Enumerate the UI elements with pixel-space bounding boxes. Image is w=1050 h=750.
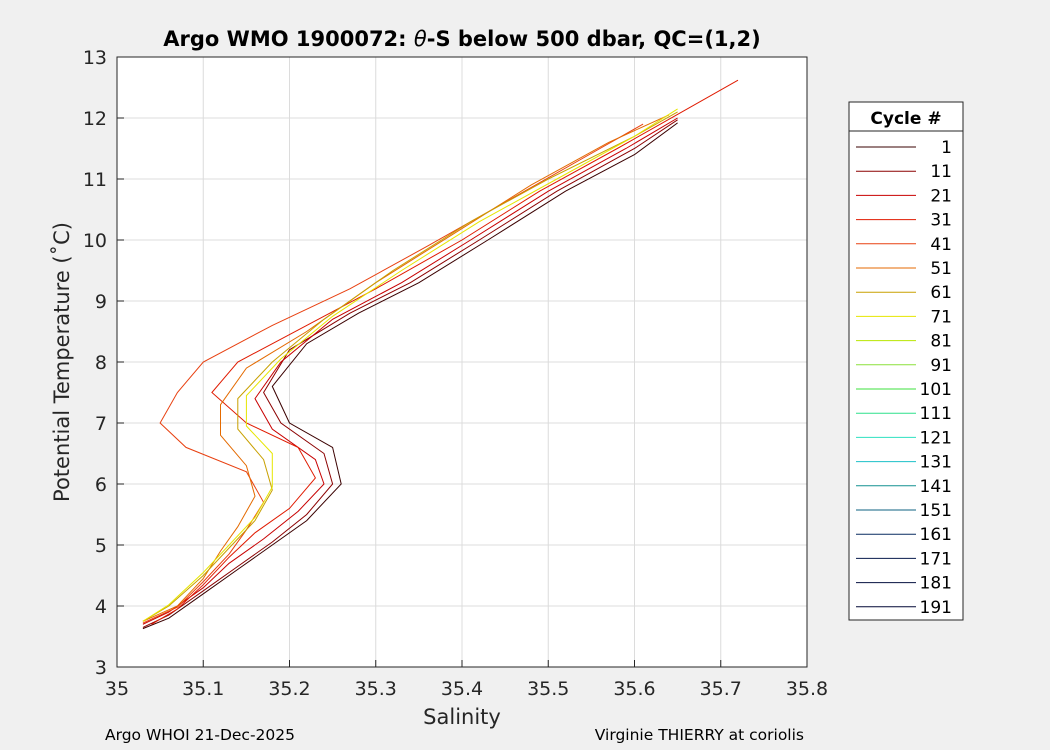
y-tick-label: 4 [95,596,107,618]
legend-label: 101 [920,380,952,400]
y-tick-label: 7 [95,413,107,435]
legend-label: 91 [930,356,952,376]
chart-title: Argo WMO 1900072: θ-S below 500 dbar, QC… [163,27,760,51]
x-tick-label: 35.7 [700,678,742,700]
series-line [142,123,644,624]
x-axis-label: Salinity [423,705,501,729]
series-line [142,108,678,622]
y-tick-label: 8 [95,352,107,374]
legend-label: 11 [930,162,952,182]
y-tick-label: 10 [83,230,107,252]
y-tick-label: 11 [83,169,107,191]
data-series [142,79,739,630]
y-tick-label: 6 [95,474,107,496]
legend-title: Cycle # [870,109,941,129]
x-tick-label: 35 [105,678,129,700]
x-tick-label: 35.2 [268,678,310,700]
x-tick-label: 35.4 [441,678,483,700]
x-tick-label: 35.5 [527,678,569,700]
x-tick-labels: 35 35.1 35.2 35.3 35.4 35.5 35.6 35.7 35.8 [105,660,828,700]
legend-label: 131 [920,453,952,473]
series-line [142,111,678,622]
series-line [142,122,678,630]
y-tick-label: 5 [95,535,107,557]
legend-label: 41 [930,235,952,255]
footer-left-text: Argo WHOI 21-Dec-2025 [105,726,295,744]
x-tick-label: 35.8 [786,678,828,700]
y-tick-label: 12 [83,108,107,130]
x-tick-label: 35.6 [613,678,655,700]
footer-right-text: Virginie THIERRY at coriolis [595,726,804,744]
series-line [142,119,678,628]
legend-label: 71 [930,307,952,327]
y-tick-label: 13 [83,47,107,69]
legend-label: 191 [920,598,952,618]
legend-label: 171 [920,549,952,569]
y-axis-label: Potential Temperature (˚C) [50,222,74,502]
x-tick-label: 35.3 [355,678,397,700]
y-tick-label: 3 [95,657,107,679]
y-tick-label: 9 [95,291,107,313]
legend-label: 21 [930,186,952,206]
legend-label: 31 [930,211,952,231]
legend-box [848,101,964,621]
y-tick-labels: 3 4 5 6 7 8 9 10 11 12 13 [83,47,124,679]
series-line [142,117,678,625]
legend-label: 181 [920,574,952,594]
x-tick-label: 35.1 [182,678,224,700]
legend-label: 121 [920,428,952,448]
legend-label: 141 [920,477,952,497]
legend-label: 81 [930,332,952,352]
legend-label: 161 [920,525,952,545]
legend: Cycle # 11121314151617181911011111211311… [848,101,964,621]
legend-label: 151 [920,501,952,521]
legend-label: 51 [930,259,952,279]
legend-label: 111 [920,404,952,424]
legend-label: 61 [930,283,952,303]
legend-label: 1 [941,138,952,158]
